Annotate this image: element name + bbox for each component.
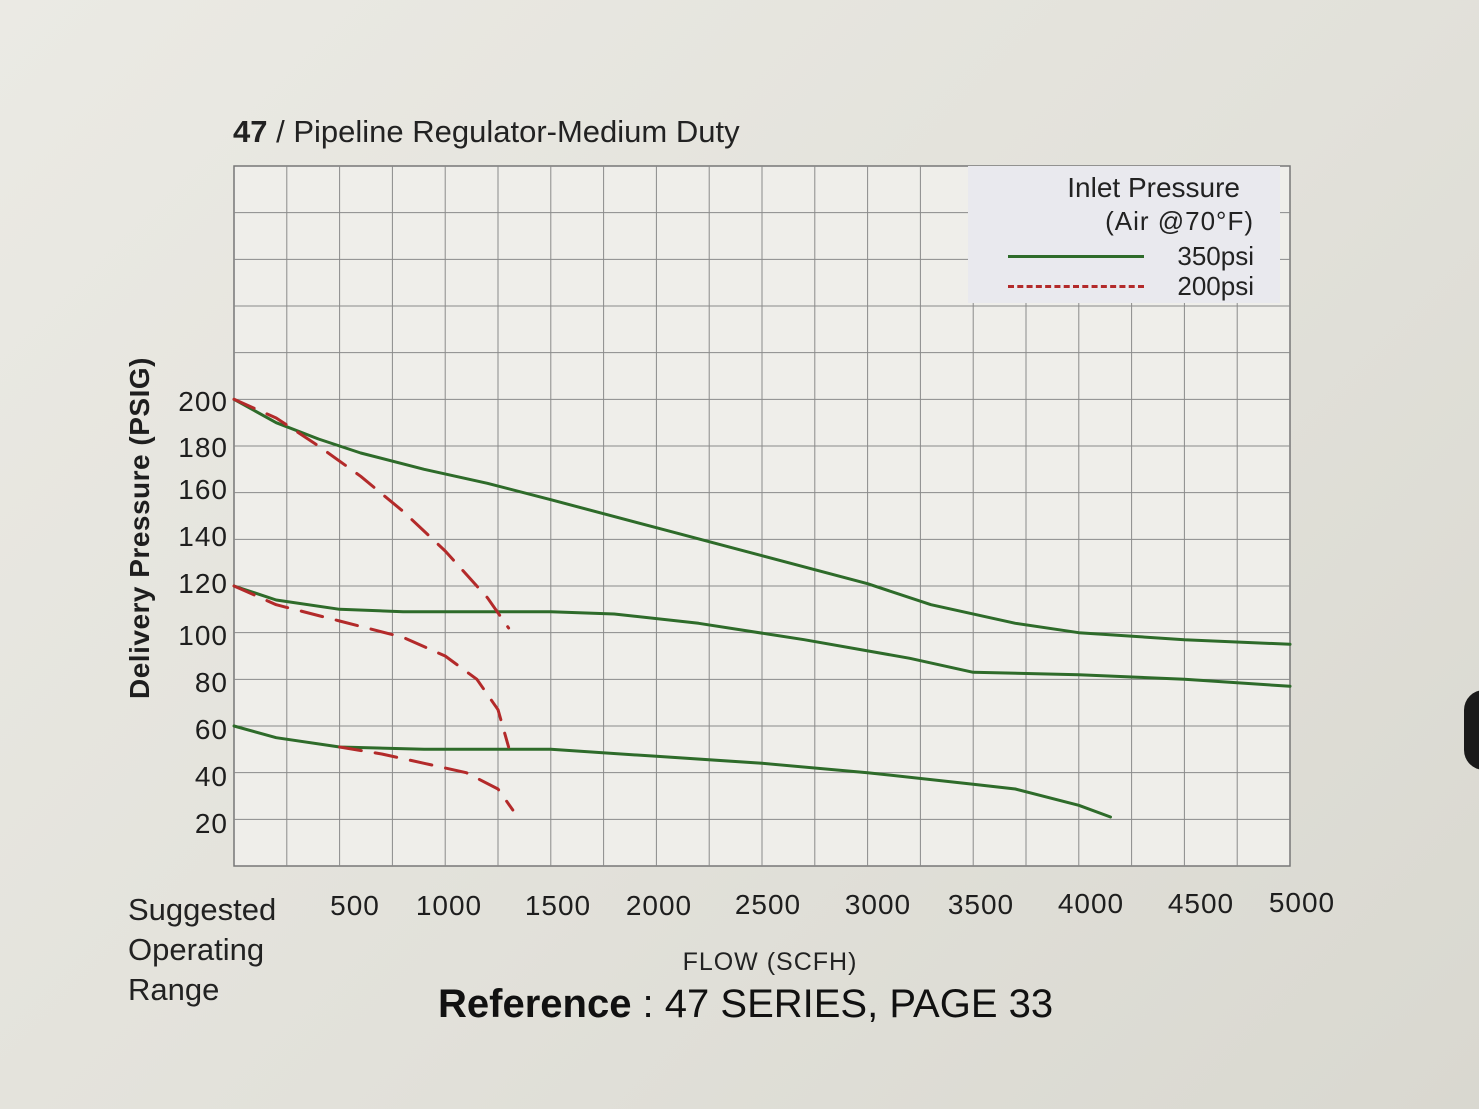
reference-note: Reference : 47 SERIES, PAGE 33 xyxy=(438,982,1053,1027)
y-tick-label: 120 xyxy=(178,568,228,599)
y-tick-label: 80 xyxy=(194,667,228,698)
y-tick-label: 100 xyxy=(178,620,228,651)
series-line-200psi-200 xyxy=(232,397,511,630)
x-tick-label: 4500 xyxy=(1167,888,1235,919)
legend-item-200psi: 200psi xyxy=(1177,271,1254,301)
x-tick-label: 2500 xyxy=(734,889,802,920)
legend-title: Inlet Pressure xyxy=(1067,172,1240,203)
chart-title-number: 47 xyxy=(233,114,268,149)
reference-bold: Reference xyxy=(438,982,632,1026)
page-edge-tab xyxy=(1464,690,1479,770)
legend-item-350psi: 350psi xyxy=(1177,241,1254,271)
series-line-350psi-60 xyxy=(232,724,1112,819)
x-tick-label: 500 xyxy=(330,890,380,921)
x-tick-label: 3000 xyxy=(844,889,912,920)
chart-title-text: / Pipeline Regulator-Medium Duty xyxy=(267,114,740,149)
legend-swatch-solid xyxy=(1008,255,1144,258)
suggested-line-1: Suggested xyxy=(128,892,277,927)
y-tick-label: 140 xyxy=(178,521,228,552)
y-tick-label: 180 xyxy=(178,432,228,463)
series-line-350psi-200 xyxy=(232,397,1292,646)
x-tick-label: 5000 xyxy=(1268,887,1336,918)
suggested-line-3: Range xyxy=(128,972,220,1007)
series-line-200psi-60 xyxy=(338,745,515,812)
series-line-350psi-120 xyxy=(232,584,1292,688)
x-tick-label: 4000 xyxy=(1057,888,1125,919)
y-tick-label: 60 xyxy=(194,714,228,745)
suggested-line-2: Operating xyxy=(128,932,265,967)
y-tick-label: 20 xyxy=(194,808,228,839)
suggested-operating-range-label: Suggested Operating Range xyxy=(128,890,328,1010)
legend-swatch-dashed xyxy=(1008,285,1144,288)
reference-text: : 47 SERIES, PAGE 33 xyxy=(631,982,1054,1026)
chart-title: 47 / Pipeline Regulator-Medium Duty xyxy=(233,114,740,150)
y-tick-label: 160 xyxy=(178,474,228,505)
x-axis-label: FLOW (SCFH) xyxy=(682,948,858,976)
chart-legend: Inlet Pressure (Air @70°F) 350psi 200psi xyxy=(968,166,1280,303)
legend-subtitle: (Air @70°F) xyxy=(1105,206,1254,236)
x-tick-label: 2000 xyxy=(625,890,693,921)
x-tick-label: 1000 xyxy=(415,890,483,921)
x-tick-label: 3500 xyxy=(947,889,1015,920)
y-tick-label: 200 xyxy=(178,386,228,417)
y-tick-label: 40 xyxy=(194,761,228,792)
series-line-200psi-120 xyxy=(232,584,511,749)
x-tick-label: 1500 xyxy=(524,890,592,921)
